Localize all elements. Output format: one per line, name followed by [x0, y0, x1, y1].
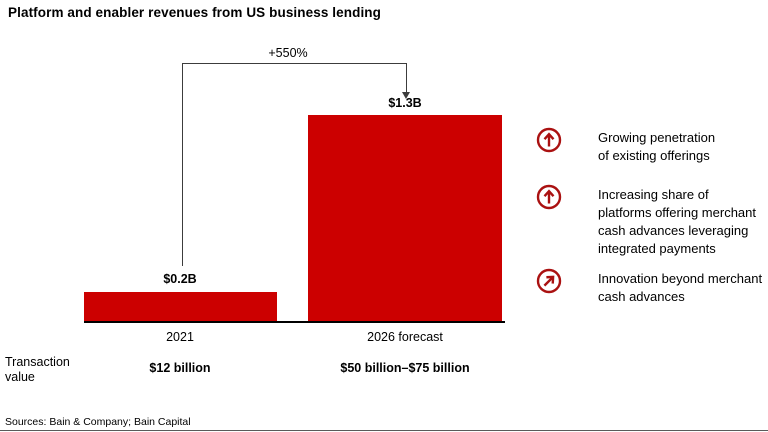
bar-2021 — [84, 292, 277, 321]
insight-text: Innovation beyond merchant cash advances — [598, 271, 763, 304]
transaction-value-row-label: Transaction value — [5, 355, 70, 384]
insight-text: Increasing share of platforms offering m… — [598, 187, 756, 256]
growth-bracket-arrow-shaft — [406, 63, 407, 93]
bottom-divider — [0, 430, 768, 431]
transaction-value-2026: $50 billion–$75 billion — [340, 361, 470, 375]
insight-item: Increasing share of platforms offering m… — [536, 184, 768, 258]
circle-arrow-up-right-icon — [536, 268, 562, 294]
bar-2026-forecast — [308, 115, 502, 321]
category-label-2021: 2021 — [166, 330, 194, 344]
sources-note: Sources: Bain & Company; Bain Capital — [5, 416, 191, 428]
growth-bracket-top-line — [182, 63, 407, 64]
growth-bracket-left-line — [182, 63, 183, 266]
arrow-down-icon — [402, 92, 410, 99]
circle-arrow-up-icon — [536, 127, 562, 153]
page-title: Platform and enabler revenues from US bu… — [8, 5, 381, 20]
insight-text: Growing penetration of existing offering… — [598, 130, 716, 163]
insight-item: Innovation beyond merchant cash advances — [536, 268, 768, 306]
transaction-value-2021: $12 billion — [149, 361, 211, 375]
bar-value-label-2021: $0.2B — [163, 272, 197, 286]
x-axis-line — [84, 321, 505, 323]
growth-annotation-label: +550% — [268, 46, 308, 60]
insight-item: Growing penetration of existing offering… — [536, 127, 768, 165]
circle-arrow-up-icon — [536, 184, 562, 210]
category-label-2026-forecast: 2026 forecast — [367, 330, 443, 344]
bar-value-label-2026: $1.3B — [388, 96, 422, 110]
